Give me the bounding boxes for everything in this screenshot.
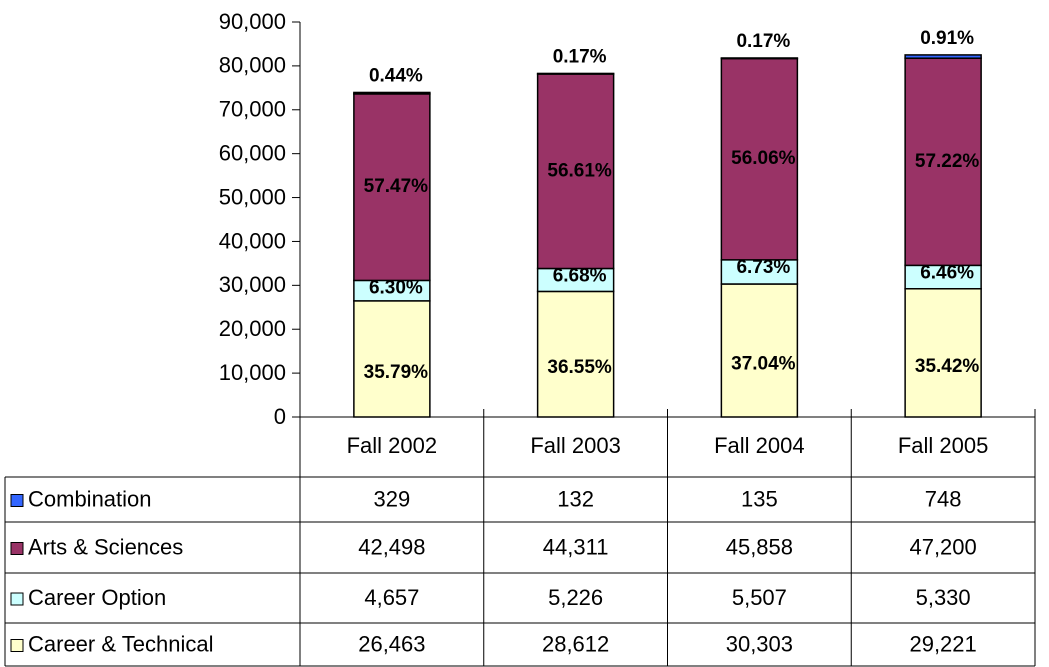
x-tick-label: Fall 2003 <box>530 433 621 458</box>
bar-segment <box>536 73 615 270</box>
share-label: 35.42% <box>915 356 980 377</box>
share-label: 0.17% <box>736 31 790 52</box>
share-label: 6.46% <box>920 262 974 283</box>
table-value: 30,303 <box>726 631 793 656</box>
table-value: 29,221 <box>909 631 976 656</box>
x-tick-label: Fall 2004 <box>714 433 805 458</box>
table-value: 44,311 <box>543 534 609 559</box>
share-label: 56.06% <box>731 148 796 169</box>
y-tick-label: 50,000 <box>219 184 286 209</box>
table-value: 45,858 <box>726 534 793 559</box>
bar-segment <box>536 72 615 75</box>
table-value: 4,657 <box>364 585 419 610</box>
y-tick-label: 10,000 <box>219 360 286 385</box>
bar-segment <box>904 57 982 267</box>
bar-segment <box>353 91 431 95</box>
y-tick-label: 90,000 <box>219 9 286 34</box>
bar-segment <box>353 93 431 282</box>
y-tick-label: 40,000 <box>219 228 286 253</box>
bar-segment <box>720 57 799 60</box>
share-label: 36.55% <box>547 357 612 378</box>
legend-label: Career Option <box>28 585 166 610</box>
bar-segment <box>720 283 799 418</box>
table-value: 748 <box>925 486 962 511</box>
bar-segment <box>720 259 799 285</box>
legend-key <box>10 494 24 507</box>
bar-segment <box>353 300 431 418</box>
legend-key <box>10 639 24 652</box>
y-tick-label: 0 <box>274 404 286 429</box>
share-label: 6.73% <box>736 257 790 278</box>
y-tick-label: 80,000 <box>219 53 286 78</box>
y-tick-label: 30,000 <box>219 272 286 297</box>
y-tick-label: 70,000 <box>219 97 286 122</box>
share-label: 0.91% <box>920 28 974 49</box>
table-value: 26,463 <box>358 631 425 656</box>
bar-segment <box>536 290 615 418</box>
share-label: 35.79% <box>364 362 429 383</box>
share-label: 0.44% <box>369 65 423 86</box>
table-value: 5,507 <box>732 585 787 610</box>
share-label: 0.17% <box>553 46 607 67</box>
table-value: 5,226 <box>548 585 603 610</box>
table-value: 47,200 <box>909 534 976 559</box>
legend-key <box>10 542 24 555</box>
legend-label: Arts & Sciences <box>28 534 183 559</box>
share-label: 37.04% <box>731 354 796 375</box>
table-value: 42,498 <box>358 534 425 559</box>
legend-label: Combination <box>28 486 152 511</box>
bar-segment <box>904 54 982 59</box>
legend-key <box>10 592 24 606</box>
share-label: 56.61% <box>547 160 612 181</box>
x-tick-label: Fall 2002 <box>347 433 438 458</box>
bar-segment <box>904 288 982 418</box>
legend-label: Career & Technical <box>28 631 213 656</box>
y-tick-label: 20,000 <box>219 316 286 341</box>
y-tick-label: 60,000 <box>219 140 286 165</box>
table-value: 329 <box>374 486 411 511</box>
table-value: 135 <box>741 486 778 511</box>
share-label: 57.47% <box>364 176 429 197</box>
table-value: 5,330 <box>916 585 971 610</box>
share-label: 57.22% <box>915 151 980 172</box>
x-tick-label: Fall 2005 <box>898 433 989 458</box>
share-label: 6.68% <box>553 266 607 287</box>
table-value: 28,612 <box>542 631 609 656</box>
share-label: 6.30% <box>369 277 423 298</box>
table-value: 132 <box>557 486 594 511</box>
